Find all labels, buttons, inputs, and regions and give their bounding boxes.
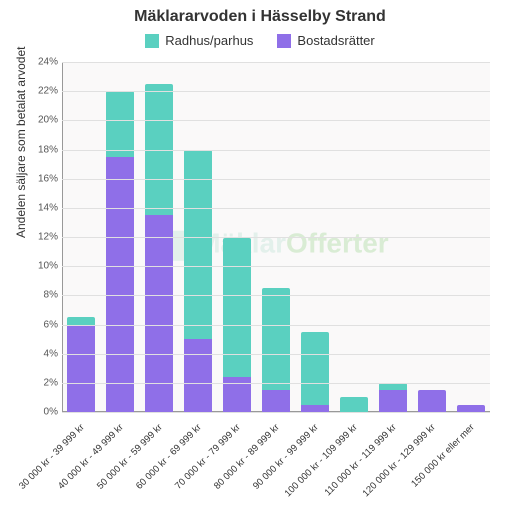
bar-segment-bostads xyxy=(262,390,290,412)
gridline xyxy=(62,62,490,63)
gridline xyxy=(62,383,490,384)
x-tick-label: 110 000 kr - 119 999 kr xyxy=(391,422,399,430)
bar-segment-bostads xyxy=(301,405,329,412)
y-tick-label: 10% xyxy=(26,261,58,272)
gridline xyxy=(62,208,490,209)
gridline xyxy=(62,266,490,267)
x-tick-label: 120 000 kr - 129 999 kr xyxy=(430,422,438,430)
gridline xyxy=(62,412,490,413)
gridline xyxy=(62,354,490,355)
y-tick-label: 12% xyxy=(26,232,58,243)
y-tick-label: 20% xyxy=(26,115,58,126)
bar-segment-bostads xyxy=(379,390,407,412)
y-tick-label: 4% xyxy=(26,348,58,359)
bar-segment-radhus xyxy=(340,397,368,412)
bar-segment-radhus xyxy=(301,332,329,405)
y-tick-label: 8% xyxy=(26,290,58,301)
bar-segment-bostads xyxy=(418,390,446,412)
x-tick-label: 60 000 kr - 69 999 kr xyxy=(196,422,204,430)
x-tick-label: 80 000 kr - 89 999 kr xyxy=(274,422,282,430)
y-tick-label: 6% xyxy=(26,319,58,330)
y-tick-label: 0% xyxy=(26,407,58,418)
gridline xyxy=(62,91,490,92)
chart-title: Mäklararvoden i Hässelby Strand xyxy=(0,0,520,26)
plot-area: MäklarOfferter 0%2%4%6%8%10%12%14%16%18%… xyxy=(62,62,490,412)
gridline xyxy=(62,120,490,121)
y-tick-label: 16% xyxy=(26,173,58,184)
gridline xyxy=(62,179,490,180)
legend-label: Radhus/parhus xyxy=(165,33,253,48)
bar-segment-radhus xyxy=(379,383,407,390)
chart-container: Mäklararvoden i Hässelby Strand Radhus/p… xyxy=(0,0,520,520)
legend-item-bostads: Bostadsrätter xyxy=(277,32,374,48)
x-tick-label: 50 000 kr - 59 999 kr xyxy=(157,422,165,430)
bar-segment-bostads xyxy=(67,325,95,413)
y-tick-label: 18% xyxy=(26,144,58,155)
bar-segment-radhus xyxy=(67,317,95,324)
x-tick-label: 90 000 kr - 99 999 kr xyxy=(313,422,321,430)
x-tick-label: 70 000 kr - 79 999 kr xyxy=(235,422,243,430)
bar-segment-bostads xyxy=(106,157,134,412)
legend-swatch xyxy=(145,34,159,48)
x-tick-label: 30 000 kr - 39 999 kr xyxy=(79,422,87,430)
legend-label: Bostadsrätter xyxy=(297,33,374,48)
y-tick-label: 22% xyxy=(26,86,58,97)
gridline xyxy=(62,325,490,326)
legend-swatch xyxy=(277,34,291,48)
gridline xyxy=(62,295,490,296)
gridline xyxy=(62,237,490,238)
x-labels: 30 000 kr - 39 999 kr 40 000 kr - 49 999 … xyxy=(62,416,490,516)
y-tick-label: 2% xyxy=(26,377,58,388)
bar-segment-radhus xyxy=(106,91,134,157)
y-tick-label: 24% xyxy=(26,57,58,68)
y-tick-label: 14% xyxy=(26,202,58,213)
x-tick-label: 150 000 kr eller mer xyxy=(469,422,477,430)
x-tick-label: 40 000 kr - 49 999 kr xyxy=(118,422,126,430)
legend-item-radhus: Radhus/parhus xyxy=(145,32,253,48)
bar-segment-radhus xyxy=(262,288,290,390)
gridline xyxy=(62,150,490,151)
bar-segment-bostads xyxy=(457,405,485,412)
bar-segment-radhus xyxy=(223,238,251,377)
bar-segment-bostads xyxy=(184,339,212,412)
legend: Radhus/parhus Bostadsrätter xyxy=(0,26,520,52)
x-tick-label: 100 000 kr - 109 999 kr xyxy=(352,422,360,430)
